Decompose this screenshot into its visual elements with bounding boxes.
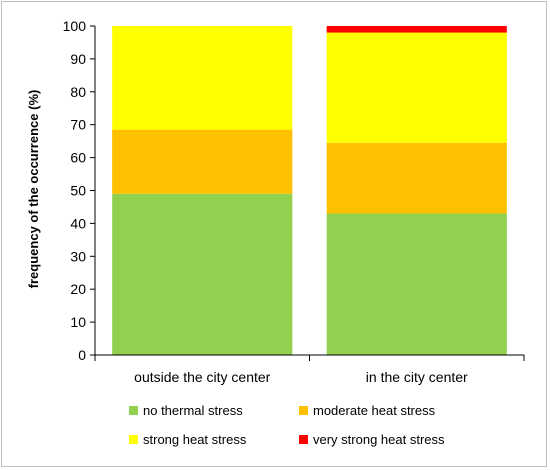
bar-segment-1-1 [326,142,507,214]
y-axis-label: frequency of the occurrence (%) [26,90,41,289]
x-category-label: in the city center [366,369,468,385]
y-tick-label: 50 [70,183,86,199]
y-tick-label: 100 [63,18,87,34]
y-tick-label: 90 [70,51,86,67]
y-tick-label: 80 [70,84,86,100]
legend: no thermal stress moderate heat stress str… [129,403,445,447]
bar-segment-0-0 [112,193,293,355]
bar-segment-1-0 [326,213,507,355]
legend-label-1: moderate heat stress [313,403,436,418]
axes-group: 0 10 20 30 40 50 60 70 80 90 100 outside the city c… [63,18,525,385]
legend-swatch-0 [129,406,138,415]
bar-segment-1-2 [326,32,507,143]
legend-label-0: no thermal stress [143,403,243,418]
legend-swatch-3 [299,435,308,444]
y-tick-label: 70 [70,117,86,133]
y-tick-label: 10 [70,314,86,330]
bar-segment-0-1 [112,129,293,194]
bar-segment-0-2 [112,26,293,130]
y-tick-label: 60 [70,150,86,166]
legend-label-2: strong heat stress [143,432,247,447]
legend-swatch-2 [129,435,138,444]
legend-swatch-1 [299,406,308,415]
x-category-label: outside the city center [134,369,271,385]
bars-group [112,26,507,355]
y-tick-label: 20 [70,281,86,297]
legend-label-3: very strong heat stress [313,432,445,447]
y-tick-label: 30 [70,248,86,264]
y-tick-label: 0 [78,347,86,363]
y-tick-label: 40 [70,215,86,231]
bar-segment-1-3 [326,26,507,33]
